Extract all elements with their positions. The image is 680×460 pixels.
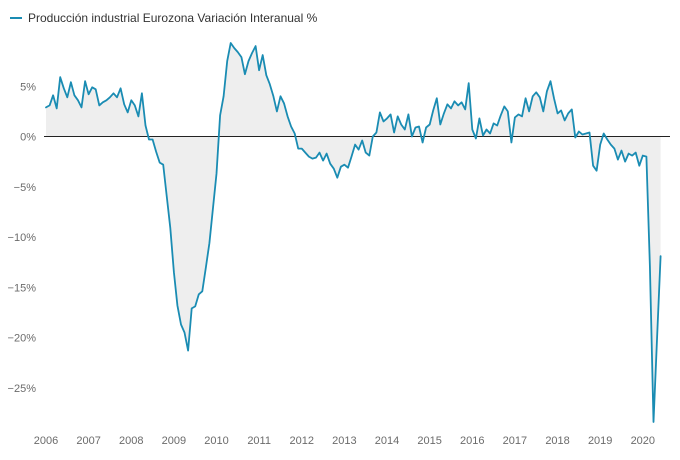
y-tick-label: 5% xyxy=(20,81,36,93)
x-tick-label: 2017 xyxy=(503,435,527,447)
chart-legend: Producción industrial Eurozona Variación… xyxy=(10,10,317,26)
y-tick-label: −15% xyxy=(8,282,37,294)
y-tick-label: −25% xyxy=(8,383,37,395)
x-tick-label: 2010 xyxy=(204,435,228,447)
x-tick-label: 2013 xyxy=(332,435,356,447)
x-tick-label: 2007 xyxy=(76,435,100,447)
y-tick-label: 0% xyxy=(20,132,36,144)
legend-label: Producción industrial Eurozona Variación… xyxy=(28,11,318,25)
y-tick-label: −5% xyxy=(14,182,37,194)
x-tick-label: 2018 xyxy=(545,435,569,447)
x-tick-label: 2014 xyxy=(375,435,399,447)
x-tick-label: 2016 xyxy=(460,435,484,447)
series-line xyxy=(45,42,662,423)
x-tick-label: 2009 xyxy=(162,435,186,447)
x-tick-label: 2015 xyxy=(417,435,441,447)
x-tick-label: 2011 xyxy=(247,435,271,447)
x-tick-label: 2019 xyxy=(588,435,612,447)
y-tick-label: −10% xyxy=(8,232,37,244)
area-fill xyxy=(46,43,661,422)
legend-swatch xyxy=(10,17,22,19)
x-tick-label: 2020 xyxy=(631,435,655,447)
x-tick-label: 2008 xyxy=(119,435,143,447)
x-tick-label: 2006 xyxy=(34,435,58,447)
y-tick-label: −20% xyxy=(8,333,37,345)
x-tick-label: 2012 xyxy=(290,435,314,447)
